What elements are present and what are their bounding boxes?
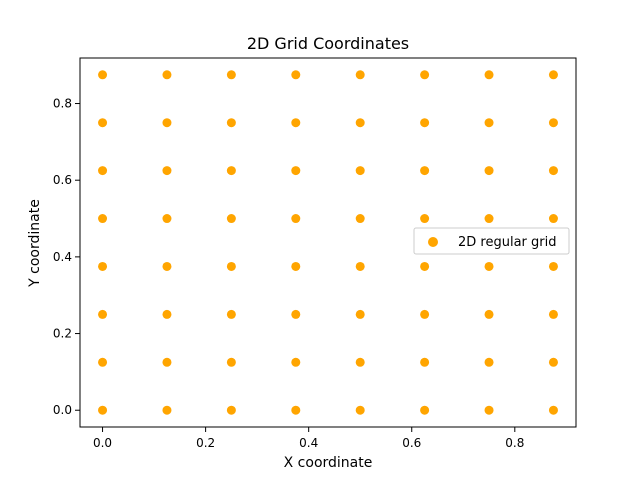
data-point [291, 405, 301, 415]
data-point [98, 118, 108, 128]
data-point [98, 405, 108, 415]
data-point [355, 70, 365, 80]
data-point [226, 357, 236, 367]
legend-label: 2D regular grid [458, 235, 556, 250]
x-tick-label: 0.2 [196, 436, 215, 450]
data-point [420, 118, 430, 128]
data-point [484, 405, 494, 415]
data-point [162, 405, 172, 415]
y-axis: 0.0 0.2 0.4 0.6 0.8 [53, 97, 80, 417]
data-point [226, 309, 236, 319]
data-point [484, 214, 494, 224]
data-point [355, 309, 365, 319]
data-point [98, 166, 108, 176]
data-point [355, 166, 365, 176]
data-point [548, 405, 558, 415]
data-point [355, 405, 365, 415]
data-point [291, 70, 301, 80]
data-point [291, 118, 301, 128]
data-point [484, 309, 494, 319]
x-tick-label: 0.6 [402, 436, 421, 450]
data-point [484, 70, 494, 80]
data-point [484, 118, 494, 128]
data-point [291, 166, 301, 176]
data-point [226, 405, 236, 415]
data-point [162, 309, 172, 319]
chart-title: 2D Grid Coordinates [247, 34, 409, 53]
data-point [548, 70, 558, 80]
y-tick-label: 0.8 [53, 97, 72, 111]
data-point [355, 357, 365, 367]
data-point [162, 166, 172, 176]
y-tick-label: 0.6 [53, 173, 72, 187]
data-point [420, 70, 430, 80]
data-point [98, 214, 108, 224]
data-point [98, 261, 108, 271]
y-axis-label: Y coordinate [27, 199, 43, 288]
y-tick-label: 0.2 [53, 327, 72, 341]
legend-box [413, 227, 570, 255]
data-point [355, 118, 365, 128]
data-points [98, 70, 558, 415]
y-tick-label: 0.0 [53, 403, 72, 417]
legend-marker [428, 237, 438, 247]
x-axis-label: X coordinate [284, 455, 373, 471]
data-point [162, 118, 172, 128]
data-point [226, 166, 236, 176]
data-point [548, 309, 558, 319]
data-point [420, 309, 430, 319]
data-point [162, 70, 172, 80]
data-point [548, 166, 558, 176]
data-point [162, 214, 172, 224]
y-tick-label: 0.4 [53, 250, 72, 264]
data-point [291, 261, 301, 271]
x-tick-label: 0.0 [93, 436, 112, 450]
data-point [548, 261, 558, 271]
data-point [484, 166, 494, 176]
data-point [355, 214, 365, 224]
data-point [162, 261, 172, 271]
data-point [355, 261, 365, 271]
data-point [548, 118, 558, 128]
data-point [291, 357, 301, 367]
data-point [226, 70, 236, 80]
data-point [548, 214, 558, 224]
data-point [98, 309, 108, 319]
data-point [98, 357, 108, 367]
x-tick-label: 0.8 [505, 436, 524, 450]
data-point [484, 357, 494, 367]
data-point [420, 405, 430, 415]
data-point [420, 214, 430, 224]
x-axis: 0.0 0.2 0.4 0.6 0.8 [93, 427, 524, 450]
x-tick-label: 0.4 [299, 436, 318, 450]
data-point [548, 357, 558, 367]
data-point [226, 261, 236, 271]
data-point [420, 166, 430, 176]
data-point [484, 261, 494, 271]
data-point [420, 261, 430, 271]
data-point [226, 118, 236, 128]
data-point [291, 309, 301, 319]
data-point [98, 70, 108, 80]
data-point [420, 357, 430, 367]
legend: 2D regular grid [413, 227, 570, 255]
data-point [162, 357, 172, 367]
data-point [291, 214, 301, 224]
data-point [226, 214, 236, 224]
